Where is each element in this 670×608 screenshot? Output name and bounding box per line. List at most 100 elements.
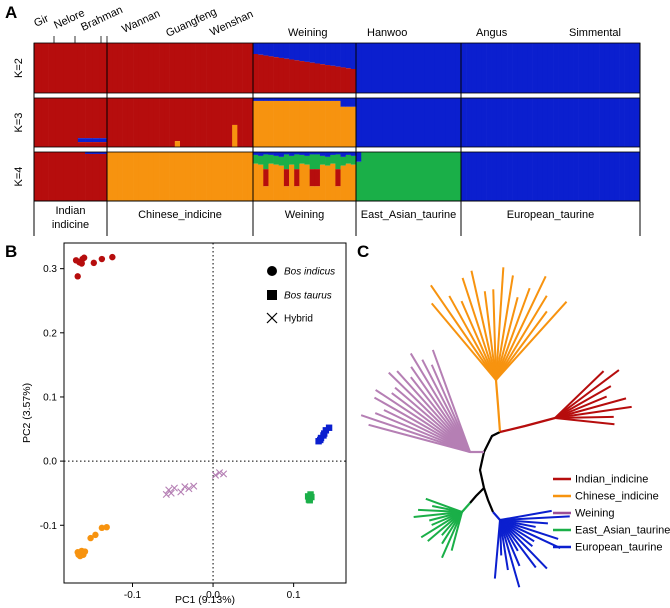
admix-bar-k4	[283, 186, 290, 201]
admix-bar-k4	[180, 152, 186, 201]
pca-point-east_asian_taurine	[306, 497, 313, 504]
admix-bar-k4	[330, 152, 336, 155]
admix-bar-k3	[377, 98, 383, 147]
admix-bar-k3	[92, 138, 100, 143]
admix-bar-k2	[527, 43, 533, 93]
clade-eat-leaf	[413, 511, 463, 518]
admix-bar-k2	[408, 43, 415, 93]
admix-bar-k4	[609, 152, 615, 201]
tree-legend: Indian_indicine Chinese_indicine Weining Ea…	[553, 474, 670, 554]
admix-bar-k2	[578, 43, 585, 93]
admix-bar-k2	[558, 43, 564, 93]
admix-bar-k4	[419, 152, 425, 201]
pca-point-indian_indicine	[80, 254, 88, 261]
admix-bar-k3	[242, 98, 249, 147]
admix-bar-k3	[507, 98, 513, 147]
admix-bar-k4	[445, 152, 451, 201]
admix-bar-k3	[382, 98, 388, 147]
admix-bar-k2	[429, 43, 436, 93]
admix-bar-k4	[558, 152, 564, 201]
admix-bar-k2	[77, 43, 86, 93]
admix-bar-k3	[588, 98, 595, 147]
admix-bar-k3	[304, 98, 310, 101]
admix-bar-k3	[491, 98, 498, 147]
admix-bar-k3	[604, 98, 610, 147]
admix-bar-k4	[403, 152, 409, 201]
clade-eut-leaf	[499, 519, 537, 569]
legend-marker-square	[267, 290, 277, 300]
admix-bar-k4	[335, 154, 341, 170]
clade-eat-leaf	[450, 511, 463, 551]
clade-chinese-leaf	[495, 287, 531, 381]
admix-bar-k4	[340, 165, 346, 201]
admix-bar-k4	[330, 163, 336, 201]
admix-bar-k2	[309, 43, 316, 63]
admix-bar-k2	[263, 43, 269, 56]
admix-bar-k4	[159, 152, 165, 201]
admix-bar-k2	[340, 67, 346, 93]
admix-bar-k4	[200, 152, 207, 201]
clade-weining-leaf	[409, 352, 471, 453]
admix-bar-k4	[345, 152, 352, 155]
breed-label: Wannan	[120, 8, 162, 36]
admix-bar-k3	[392, 98, 399, 147]
admix-bar-k4	[41, 152, 49, 201]
admix-bar-k2	[273, 57, 280, 93]
clade-indian-leaf	[554, 370, 605, 419]
admix-bar-k4	[48, 152, 57, 201]
admix-bar-k4	[476, 152, 482, 201]
admix-bar-k4	[143, 152, 150, 201]
admix-bar-k4	[319, 164, 326, 201]
admix-bar-k2	[542, 43, 549, 93]
admix-bar-k2	[491, 43, 498, 93]
clade-indian-leaf	[554, 397, 627, 419]
admix-bar-k2	[325, 65, 331, 93]
admix-bar-k4	[85, 153, 93, 201]
admix-bar-k4	[578, 152, 585, 201]
admix-bar-k3	[471, 98, 477, 147]
x-tick-label: -0.1	[124, 590, 142, 601]
admix-bar-k2	[624, 43, 631, 93]
legend-label: Bos indicus	[284, 267, 335, 278]
breed-label: Gir	[32, 13, 51, 30]
admix-bar-k4	[133, 152, 139, 201]
admix-bar-k4	[299, 163, 305, 201]
admix-bar-k3	[325, 100, 331, 147]
admix-bar-k3	[174, 141, 181, 147]
admix-bar-k3	[599, 98, 605, 147]
breed-label: Weining	[288, 27, 328, 39]
admix-bar-k2	[148, 43, 155, 93]
admix-bar-k3	[461, 98, 467, 147]
admix-bar-k3	[537, 98, 544, 147]
admix-bar-k4	[614, 152, 620, 201]
clade-eut-leaf	[499, 519, 521, 567]
admix-bar-k2	[614, 43, 620, 93]
pca-point-european_taurine	[317, 436, 324, 444]
clade-eat-leaf	[420, 511, 463, 539]
admix-bar-k2	[138, 43, 144, 93]
clade-eat-leaf	[427, 511, 463, 542]
admix-bar-k2	[174, 43, 181, 93]
admix-bar-k4	[634, 152, 641, 201]
tree-backbone	[482, 487, 495, 513]
admix-bar-k2	[258, 54, 264, 93]
admix-bar-k2	[440, 43, 446, 93]
admix-bar-k3	[403, 98, 409, 147]
admix-bar-k4	[263, 154, 269, 170]
admix-bar-k4	[345, 163, 352, 201]
clade-weining-leaf	[375, 389, 471, 453]
clade-weining-leaf	[360, 414, 471, 453]
admix-bar-k3	[48, 98, 57, 147]
admix-bar-k3	[527, 98, 533, 147]
admix-bar-k2	[107, 43, 113, 93]
admix-bar-k4	[253, 163, 259, 201]
admix-bar-k4	[185, 152, 191, 201]
admix-bar-k3	[325, 98, 331, 101]
admix-bar-k2	[387, 43, 394, 93]
admix-bar-k3	[190, 98, 196, 147]
admix-bar-k2	[496, 43, 503, 93]
admix-bar-k4	[377, 152, 383, 201]
legend-label: Hybrid	[284, 314, 313, 325]
admix-bar-k4	[573, 152, 579, 201]
